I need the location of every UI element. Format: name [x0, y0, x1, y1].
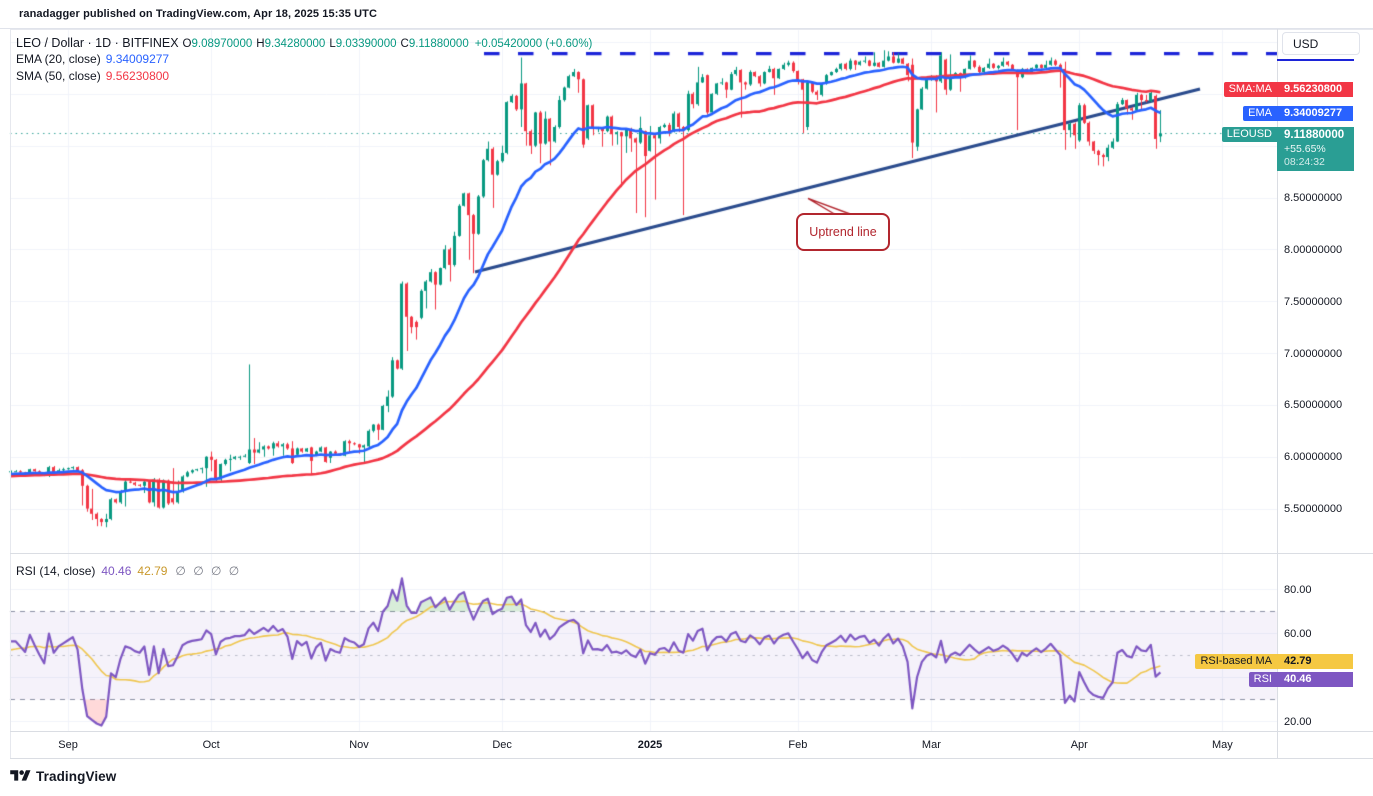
- rsi-name-text: RSI: [1248, 672, 1277, 687]
- price-axis-separator[interactable]: [1277, 29, 1278, 759]
- price-axis-label: 6.00000000: [1284, 451, 1343, 464]
- change-value: +0.05420000 (+0.60%): [474, 38, 593, 50]
- rsi-legend[interactable]: RSI (14, close) 40.46 42.79 ∅ ∅ ∅ ∅: [16, 564, 241, 578]
- time-axis-label: 2025: [637, 739, 663, 751]
- last-price-axis-badge: 9.11880000 +55.65% 08:24:32: [1277, 126, 1354, 171]
- time-axis-label: Oct: [202, 739, 220, 751]
- ema-legend[interactable]: EMA (20, close) 9.34009277: [16, 52, 169, 66]
- time-axis-label: Nov: [349, 739, 369, 751]
- ohlc-high-label: H: [256, 38, 265, 50]
- ema-name-badge: EMA: [1243, 105, 1277, 121]
- rsi-ma-legend-value: 42.79: [137, 564, 168, 578]
- rsi-legend-empty-values: ∅ ∅ ∅ ∅: [175, 564, 242, 578]
- rsi-legend-label: RSI (14, close): [16, 564, 96, 578]
- symbol-legend[interactable]: LEO / Dollar · 1D · BITFINEX O9.08970000 H…: [16, 36, 592, 50]
- time-axis-label: Dec: [492, 739, 512, 751]
- sma-axis-value: 9.56230800: [1277, 81, 1353, 97]
- time-axis-label: Mar: [921, 739, 941, 751]
- brand-name: TradingView: [36, 768, 117, 784]
- sma-name-badge: SMA:MA: [1223, 81, 1277, 97]
- header-bar: ranadagger published on TradingView.com,…: [0, 0, 1373, 29]
- price-axis-label: 8.50000000: [1284, 192, 1343, 204]
- time-axis-label: Feb: [788, 739, 808, 751]
- ema-name-text: EMA: [1243, 105, 1277, 121]
- time-axis-bottom-border: [10, 758, 1373, 759]
- last-price-name-badge: LEOUSD: [1221, 126, 1277, 142]
- pane-divider[interactable]: [10, 553, 1373, 554]
- sma-name-text: SMA:MA: [1223, 81, 1277, 97]
- rsi-legend-value: 40.46: [101, 564, 132, 578]
- currency-button[interactable]: USD: [1282, 32, 1360, 55]
- last-price-name-text: LEOUSD: [1221, 126, 1277, 142]
- ohlc-open-value: 9.08970000: [191, 38, 253, 50]
- publish-info: ranadagger published on TradingView.com,…: [19, 8, 377, 20]
- ohlc-open-label: O: [182, 38, 192, 50]
- rsi-axis-label: 80.00: [1284, 583, 1312, 596]
- price-axis-label: 7.50000000: [1284, 295, 1343, 308]
- rsi-name-badge: RSI: [1246, 672, 1277, 687]
- ohlc-close-label: C: [400, 38, 409, 50]
- ohlc-values: O9.08970000 H9.34280000 L9.03390000 C9.1188…: [179, 36, 593, 50]
- price-axis-label: 6.50000000: [1284, 399, 1343, 412]
- last-price-value: 9.11880000: [1284, 128, 1345, 141]
- ema-legend-value: 9.34009277: [105, 51, 170, 66]
- rsi-ma-name-text: RSI-based MA: [1195, 654, 1277, 669]
- time-axis-label: Apr: [1070, 739, 1088, 751]
- plot-top-border: [10, 29, 1373, 30]
- resistance-axis-label-edge: [1277, 59, 1354, 61]
- rsi-axis-value: 40.46: [1277, 672, 1353, 687]
- ema-legend-label: EMA (20, close): [16, 51, 101, 66]
- uptrend-callout-text: Uptrend line: [809, 225, 877, 239]
- sma-legend-label: SMA (50, close): [16, 68, 101, 83]
- ohlc-high-value: 9.34280000: [264, 38, 326, 50]
- uptrend-callout[interactable]: Uptrend line: [796, 213, 890, 251]
- time-axis-label: Sep: [58, 739, 78, 751]
- time-axis-top-border: [10, 731, 1373, 732]
- rsi-ma-axis-value: 42.79: [1277, 654, 1353, 669]
- price-axis-label: 8.00000000: [1284, 243, 1343, 256]
- symbol-title[interactable]: LEO / Dollar · 1D · BITFINEX: [16, 36, 179, 50]
- time-axis-label: May: [1211, 739, 1233, 751]
- bar-countdown: 08:24:32: [1284, 155, 1325, 168]
- price-axis-label: 5.50000000: [1284, 503, 1343, 516]
- last-change-pct: +55.65%: [1284, 142, 1326, 155]
- plot-left-border: [10, 29, 11, 759]
- rsi-axis-label: 20.00: [1284, 715, 1312, 728]
- rsi-axis-label: 60.00: [1284, 627, 1312, 640]
- price-axis-label: 7.00000000: [1284, 347, 1343, 360]
- sma-legend[interactable]: SMA (50, close) 9.56230800: [16, 69, 169, 83]
- sma-legend-value: 9.56230800: [105, 68, 170, 83]
- tradingview-logo-icon: [10, 770, 31, 781]
- ohlc-low-value: 9.03390000: [335, 38, 397, 50]
- rsi-ma-name-badge: RSI-based MA: [1191, 654, 1277, 669]
- ohlc-low-label: L: [329, 38, 336, 50]
- ohlc-close-value: 9.11880000: [408, 38, 469, 50]
- ema-axis-value: 9.34009277: [1277, 105, 1353, 121]
- tradingview-logo[interactable]: TradingView: [10, 768, 116, 784]
